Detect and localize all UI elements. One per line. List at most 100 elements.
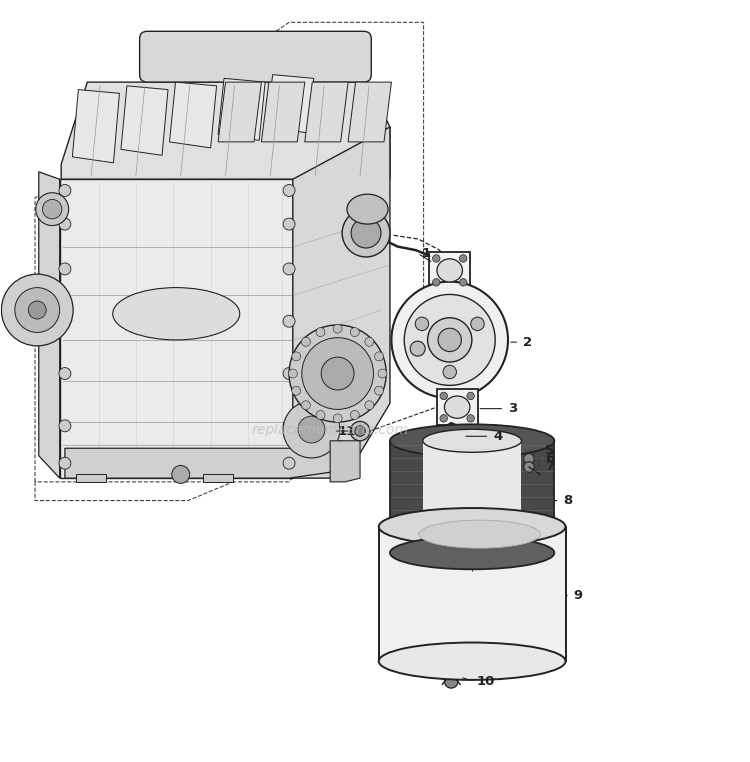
Circle shape: [288, 369, 297, 378]
Circle shape: [467, 415, 475, 422]
Polygon shape: [330, 440, 360, 482]
Circle shape: [316, 328, 325, 337]
Circle shape: [302, 338, 310, 346]
Ellipse shape: [112, 287, 240, 340]
Polygon shape: [262, 82, 305, 142]
Circle shape: [283, 184, 295, 197]
Circle shape: [283, 420, 295, 432]
Circle shape: [438, 328, 461, 351]
Circle shape: [59, 218, 71, 230]
Circle shape: [2, 274, 73, 346]
Circle shape: [404, 294, 495, 386]
Polygon shape: [390, 440, 554, 553]
FancyBboxPatch shape: [140, 31, 371, 82]
Circle shape: [433, 279, 440, 286]
Polygon shape: [72, 90, 119, 163]
Circle shape: [43, 200, 62, 219]
Circle shape: [460, 255, 467, 262]
Polygon shape: [423, 440, 521, 546]
Circle shape: [471, 317, 484, 331]
Circle shape: [15, 287, 60, 332]
Circle shape: [333, 324, 342, 333]
Circle shape: [283, 457, 295, 469]
Circle shape: [342, 209, 390, 257]
Circle shape: [392, 282, 508, 399]
Circle shape: [283, 218, 295, 230]
Polygon shape: [304, 82, 348, 142]
Ellipse shape: [347, 194, 388, 224]
Circle shape: [292, 352, 301, 361]
Text: 1: 1: [422, 247, 430, 260]
Circle shape: [283, 367, 295, 379]
Polygon shape: [379, 527, 566, 661]
Ellipse shape: [379, 508, 566, 546]
Text: 2: 2: [523, 335, 532, 349]
Circle shape: [374, 386, 383, 395]
Circle shape: [410, 341, 425, 356]
Circle shape: [59, 263, 71, 275]
Circle shape: [316, 411, 325, 419]
Circle shape: [351, 218, 381, 248]
Circle shape: [350, 411, 359, 419]
Text: 6: 6: [545, 452, 554, 466]
Polygon shape: [76, 475, 106, 482]
Polygon shape: [348, 82, 392, 142]
Text: 8: 8: [563, 494, 572, 507]
Polygon shape: [60, 179, 292, 478]
Circle shape: [445, 674, 458, 688]
Circle shape: [427, 318, 472, 362]
Circle shape: [283, 401, 340, 458]
Ellipse shape: [390, 536, 554, 569]
Circle shape: [467, 392, 475, 400]
Polygon shape: [203, 475, 233, 482]
Polygon shape: [218, 82, 262, 142]
Circle shape: [321, 357, 354, 390]
Polygon shape: [170, 82, 217, 148]
Text: 5: 5: [545, 444, 554, 457]
Ellipse shape: [423, 429, 521, 453]
Circle shape: [460, 279, 467, 286]
Circle shape: [440, 415, 448, 422]
Circle shape: [416, 317, 429, 331]
Ellipse shape: [419, 520, 540, 548]
Circle shape: [364, 401, 374, 410]
Circle shape: [440, 392, 448, 400]
Text: replacementParts.com: replacementParts.com: [251, 423, 409, 437]
Text: 7: 7: [545, 460, 554, 473]
Circle shape: [524, 462, 534, 472]
Circle shape: [36, 193, 69, 226]
Circle shape: [350, 421, 370, 440]
Circle shape: [524, 453, 534, 464]
Polygon shape: [292, 127, 390, 478]
Circle shape: [292, 386, 301, 395]
Circle shape: [433, 255, 440, 262]
Circle shape: [298, 416, 325, 443]
Polygon shape: [121, 86, 168, 155]
Polygon shape: [267, 75, 314, 133]
Ellipse shape: [437, 259, 463, 282]
Text: 10: 10: [476, 675, 495, 688]
Text: 4: 4: [493, 430, 502, 443]
Text: 11: 11: [338, 424, 356, 437]
Circle shape: [59, 420, 71, 432]
Circle shape: [443, 365, 457, 379]
Circle shape: [59, 367, 71, 379]
Circle shape: [302, 401, 310, 410]
Circle shape: [302, 338, 374, 409]
Ellipse shape: [379, 642, 566, 680]
Circle shape: [355, 426, 365, 437]
Circle shape: [59, 457, 71, 469]
Circle shape: [172, 466, 190, 483]
Polygon shape: [39, 171, 60, 478]
Text: 3: 3: [508, 402, 518, 415]
FancyBboxPatch shape: [436, 389, 478, 425]
Circle shape: [289, 325, 386, 422]
Circle shape: [364, 338, 374, 346]
Text: 9: 9: [574, 589, 583, 602]
Circle shape: [378, 369, 387, 378]
Circle shape: [350, 328, 359, 337]
Ellipse shape: [390, 424, 554, 457]
Circle shape: [283, 263, 295, 275]
Circle shape: [283, 315, 295, 327]
Polygon shape: [65, 440, 341, 478]
